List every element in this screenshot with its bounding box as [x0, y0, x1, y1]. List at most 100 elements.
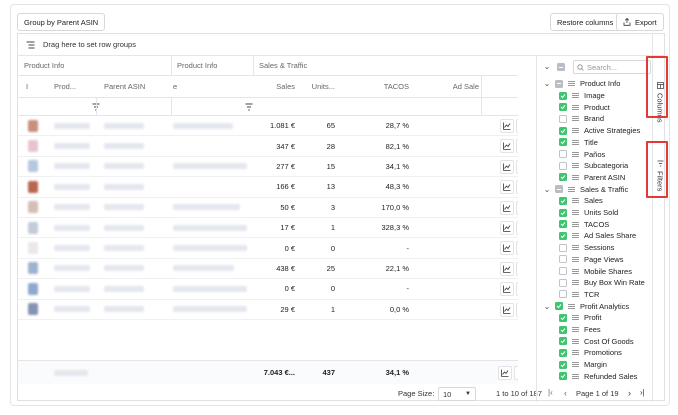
column-checkbox[interactable] — [555, 79, 563, 88]
column-search-input[interactable]: Search... — [573, 60, 651, 74]
column-checkbox[interactable] — [559, 267, 567, 276]
drag-handle-icon[interactable] — [572, 245, 579, 251]
drag-handle-icon[interactable] — [572, 327, 579, 333]
details-button[interactable] — [516, 119, 518, 133]
column-checkbox[interactable] — [559, 337, 567, 346]
chart-button[interactable] — [500, 221, 514, 235]
drag-handle-icon[interactable] — [572, 280, 579, 286]
column-header-units[interactable]: Units... — [299, 76, 343, 98]
details-button[interactable] — [516, 302, 518, 317]
table-row[interactable]: 0 € 0 - — [18, 279, 518, 300]
column-header-parent-asin[interactable]: Parent ASIN — [96, 76, 171, 98]
column-item[interactable]: TACOS — [559, 218, 609, 230]
column-checkbox[interactable] — [559, 114, 567, 123]
column-item[interactable]: Sessions — [559, 242, 614, 254]
column-item[interactable]: Title — [559, 137, 598, 149]
column-checkbox[interactable] — [559, 313, 567, 322]
column-checkbox[interactable] — [559, 231, 567, 240]
table-row[interactable]: 166 € 13 48,3 % — [18, 177, 518, 198]
drag-handle-icon[interactable] — [572, 128, 579, 134]
drag-handle-icon[interactable] — [572, 93, 579, 99]
drag-handle-icon[interactable] — [572, 291, 579, 297]
chart-button[interactable] — [498, 366, 512, 380]
table-row[interactable]: 17 € 1 328,3 % — [18, 218, 518, 239]
column-item[interactable]: Refunded Sales — [559, 371, 637, 383]
drag-handle-icon[interactable] — [572, 116, 579, 122]
drag-handle-icon[interactable] — [572, 268, 579, 274]
chart-button[interactable] — [500, 282, 514, 297]
column-checkbox[interactable] — [559, 103, 567, 112]
details-button[interactable] — [516, 200, 518, 215]
details-button[interactable] — [516, 139, 518, 154]
drag-handle-icon[interactable] — [572, 151, 579, 157]
drag-handle-icon[interactable] — [572, 163, 579, 169]
drag-handle-icon[interactable] — [572, 338, 579, 344]
prev-page-icon[interactable]: ‹ — [564, 388, 567, 398]
column-checkbox[interactable] — [559, 290, 567, 299]
table-row[interactable]: 1.081 € 65 28,7 % — [18, 116, 518, 137]
drag-handle-icon[interactable] — [572, 210, 579, 216]
column-checkbox[interactable] — [559, 196, 567, 205]
column-header-sales[interactable]: Sales — [253, 76, 299, 98]
chart-button[interactable] — [500, 119, 514, 133]
export-button[interactable]: Export — [616, 13, 664, 31]
group-by-parent-asin-button[interactable]: Group by Parent ASIN — [17, 13, 106, 31]
column-item[interactable]: Product — [559, 101, 610, 113]
column-item[interactable]: Promotions — [559, 347, 622, 359]
table-row[interactable]: 0 € 0 - — [18, 238, 518, 259]
column-group-item[interactable]: ⌄ Sales & Traffic — [543, 183, 629, 195]
column-item[interactable]: Fees — [559, 324, 601, 336]
column-group-item[interactable]: ⌄ Product Info — [543, 78, 621, 90]
column-header-product[interactable]: Prod... — [48, 76, 96, 98]
chart-button[interactable] — [500, 302, 514, 317]
drag-handle-icon[interactable] — [572, 139, 579, 145]
header-group-sales-traffic[interactable]: Sales & Traffic — [253, 56, 518, 76]
details-button[interactable] — [516, 221, 518, 235]
chart-button[interactable] — [500, 139, 514, 154]
drag-handle-icon[interactable] — [572, 221, 579, 227]
column-checkbox[interactable] — [559, 255, 567, 264]
column-checkbox[interactable] — [559, 243, 567, 252]
column-checkbox[interactable] — [559, 220, 567, 229]
drag-handle-icon[interactable] — [568, 186, 575, 192]
drag-handle-icon[interactable] — [572, 233, 579, 239]
filters-tab[interactable]: Filters — [653, 160, 667, 191]
table-row[interactable]: 438 € 25 22,1 % — [18, 259, 518, 280]
column-checkbox[interactable] — [559, 91, 567, 100]
chart-button[interactable] — [500, 261, 514, 276]
drag-handle-icon[interactable] — [572, 174, 579, 180]
column-item[interactable]: Image — [559, 90, 605, 102]
column-checkbox[interactable] — [555, 185, 563, 194]
last-page-icon[interactable]: ›| — [640, 388, 645, 397]
column-item[interactable]: Brand — [559, 113, 604, 125]
column-checkbox[interactable] — [559, 126, 567, 135]
chevron-down-icon[interactable]: ⌄ — [543, 301, 551, 311]
column-checkbox[interactable] — [559, 173, 567, 182]
details-button[interactable] — [516, 159, 518, 174]
chart-button[interactable] — [500, 200, 514, 215]
column-checkbox[interactable] — [559, 372, 567, 381]
column-checkbox[interactable] — [559, 325, 567, 334]
chart-button[interactable] — [500, 241, 514, 256]
column-item[interactable]: Ad Sales Share — [559, 230, 636, 242]
column-checkbox[interactable] — [559, 348, 567, 357]
chart-button[interactable] — [500, 180, 514, 195]
details-button[interactable] — [516, 261, 518, 276]
drag-handle-icon[interactable] — [572, 104, 579, 110]
drag-handle-icon[interactable] — [572, 373, 579, 379]
drag-handle-icon[interactable] — [572, 315, 579, 321]
chart-button[interactable] — [500, 159, 514, 174]
column-checkbox[interactable] — [555, 302, 563, 311]
drag-handle-icon[interactable] — [568, 303, 575, 309]
column-checkbox[interactable] — [559, 161, 567, 170]
drag-handle-icon[interactable] — [572, 350, 579, 356]
details-button[interactable] — [516, 180, 518, 195]
column-item[interactable]: Active Strategies — [559, 125, 640, 137]
column-header-ad-sales[interactable]: Ad Sale — [413, 76, 481, 98]
chevron-down-icon[interactable]: ⌄ — [543, 184, 551, 194]
column-checkbox[interactable] — [559, 138, 567, 147]
columns-tab[interactable]: Columns — [653, 82, 667, 123]
header-group-product-info-2[interactable]: Product Info — [171, 56, 253, 76]
drag-handle-icon[interactable] — [572, 362, 579, 368]
column-header-title[interactable]: e — [171, 76, 253, 98]
